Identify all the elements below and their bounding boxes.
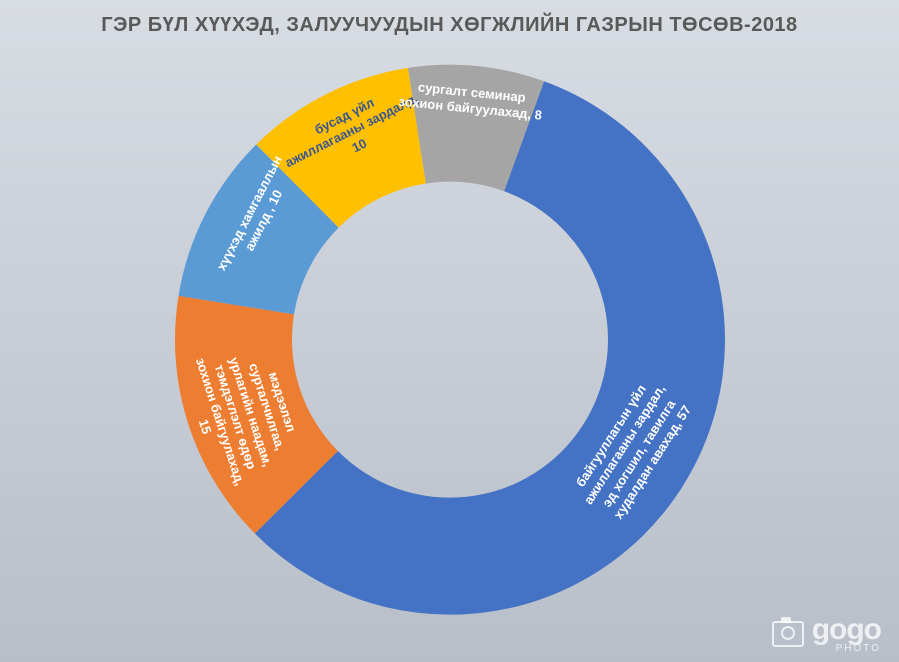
camera-icon [772,621,804,647]
watermark-brand: gogo [812,613,881,647]
donut-svg [173,63,727,617]
chart-title: ГЭР БҮЛ ХҮҮХЭД, ЗАЛУУЧУУДЫН ХӨГЖЛИЙН ГАЗ… [0,0,899,37]
donut-chart: байгууллагын үйл ажиллагааны зардал, эд … [173,63,727,622]
chart-container: ГЭР БҮЛ ХҮҮХЭД, ЗАЛУУЧУУДЫН ХӨГЖЛИЙН ГАЗ… [0,0,899,662]
watermark: gogo PHOTO [772,613,881,654]
